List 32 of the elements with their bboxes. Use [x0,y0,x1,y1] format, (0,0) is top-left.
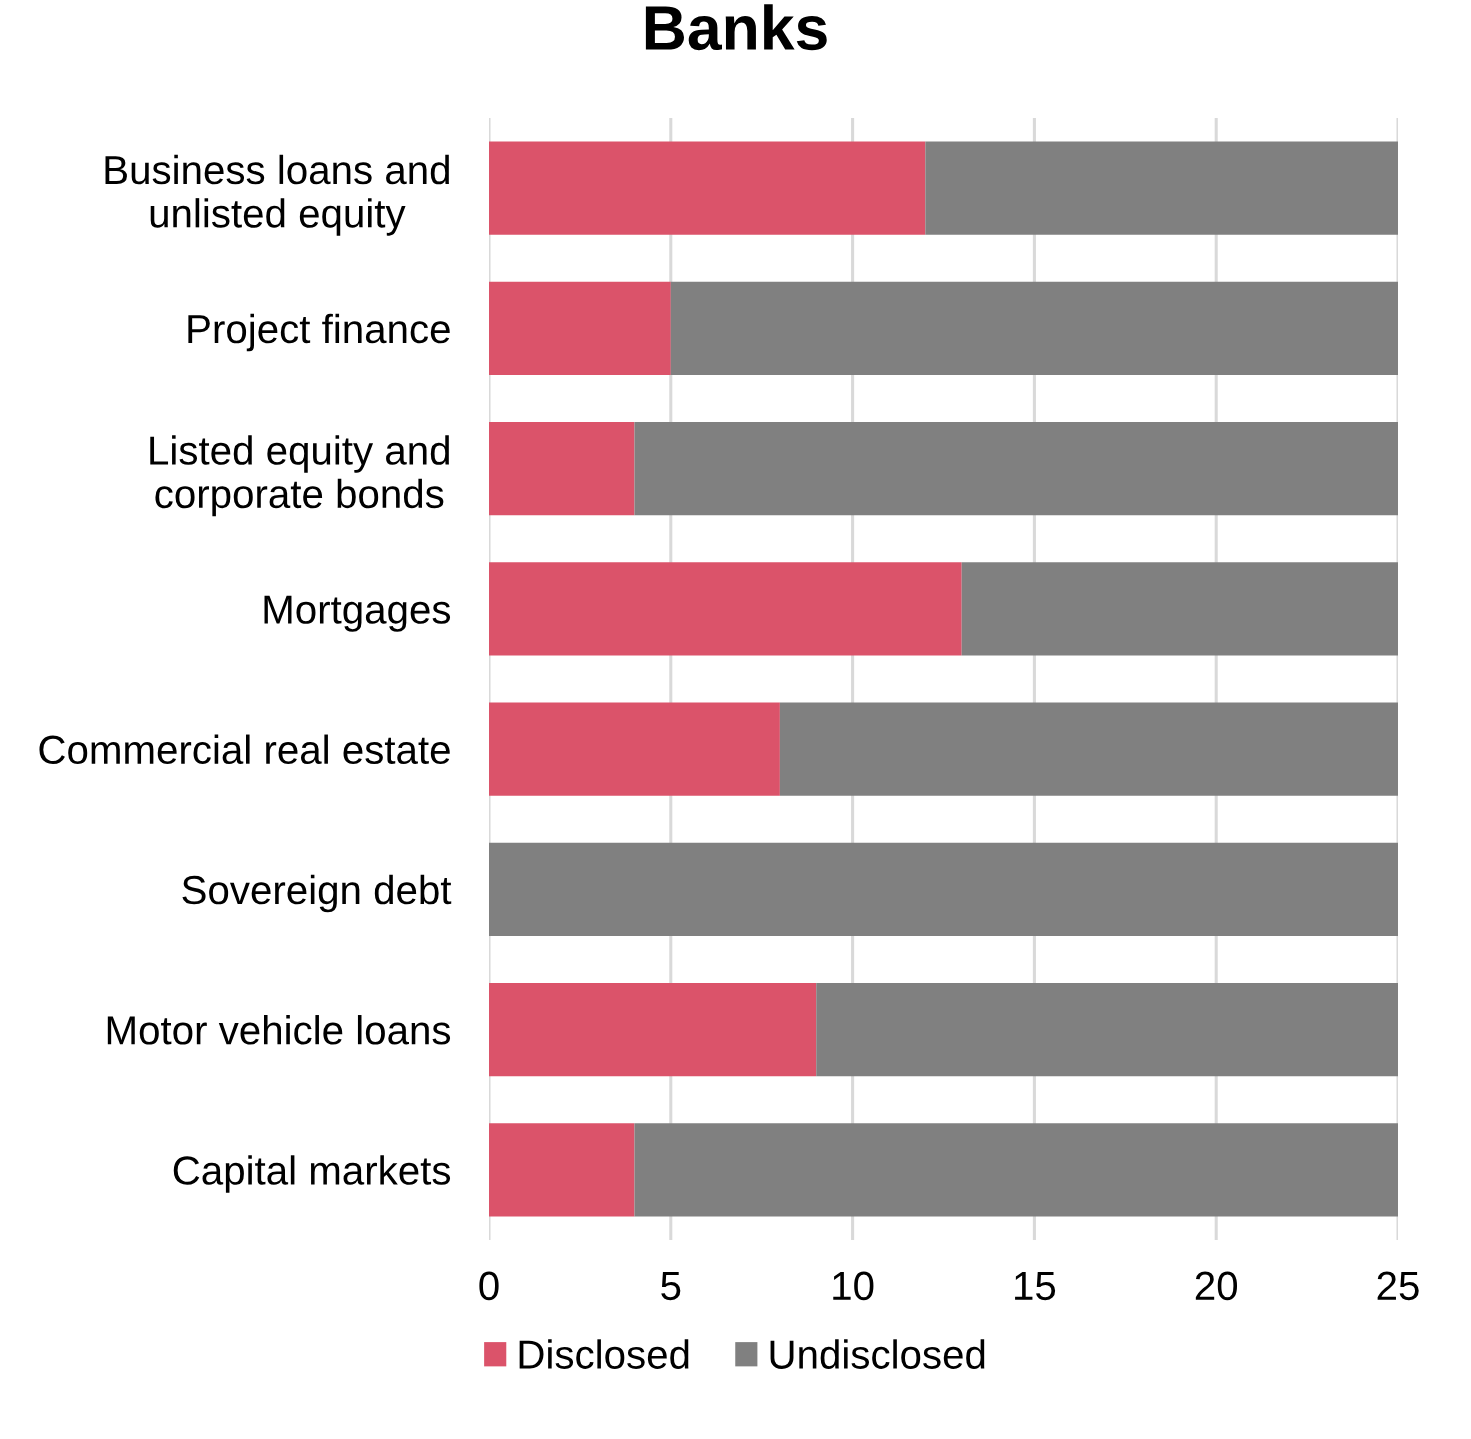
y-tick-label: Listed equity and corporate bonds [150,435,449,517]
x-tick-label: 10 [833,1271,874,1301]
y-tick-label: Motor vehicle loans [107,1015,451,1045]
bar [816,983,1398,1077]
bar [779,702,1398,796]
bar [961,562,1398,656]
y-tick-label: Capital markets [173,1155,451,1193]
bar [925,141,1398,235]
x-tick-label: 20 [1195,1271,1238,1301]
x-tick-label: 5 [661,1272,681,1301]
bar [489,281,671,375]
legend-label: Disclosed [519,1339,689,1369]
bar [489,1123,635,1217]
y-tick-label: Mortgages [264,595,451,632]
bar [634,1123,1398,1217]
y-tick-label: Sovereign debt [182,874,452,913]
y-tick-label: Project finance [188,313,450,352]
legend-label: Undisclosed [770,1339,985,1369]
y-tick-label: Commercial real estate [39,734,450,765]
bar [670,281,1398,375]
chart-title: Banks [645,4,827,51]
bar [489,702,780,796]
bar [489,983,817,1077]
x-tick-label: 0 [479,1271,499,1301]
bar [489,422,635,516]
bar [489,562,962,656]
bar [489,141,926,235]
x-tick-label: 15 [1015,1272,1056,1301]
x-tick-label: 25 [1377,1271,1419,1301]
bar [489,842,1398,936]
y-tick-label: Business loans and unlisted equity [105,154,449,236]
bar [634,422,1398,516]
